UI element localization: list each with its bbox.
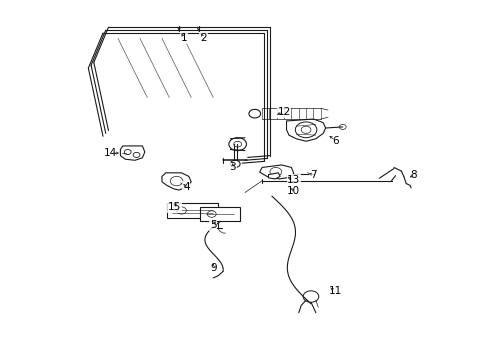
Text: 6: 6 [332, 136, 339, 145]
Polygon shape [167, 203, 218, 218]
Text: 13: 13 [287, 175, 300, 185]
Polygon shape [269, 173, 280, 179]
Text: 2: 2 [200, 33, 207, 43]
Polygon shape [121, 146, 145, 160]
Text: 11: 11 [329, 286, 342, 296]
Polygon shape [162, 173, 191, 190]
Text: 14: 14 [104, 148, 117, 158]
Text: 9: 9 [210, 263, 217, 273]
Polygon shape [260, 165, 294, 179]
Text: 8: 8 [410, 170, 417, 180]
Polygon shape [200, 207, 240, 221]
Text: 3: 3 [229, 162, 236, 172]
Text: 10: 10 [287, 186, 300, 196]
Text: 7: 7 [310, 170, 317, 180]
Text: 15: 15 [168, 202, 181, 212]
Text: 1: 1 [181, 33, 187, 43]
Text: 12: 12 [277, 107, 291, 117]
Polygon shape [287, 119, 326, 141]
Text: 4: 4 [183, 182, 190, 192]
Text: 5: 5 [210, 220, 217, 230]
